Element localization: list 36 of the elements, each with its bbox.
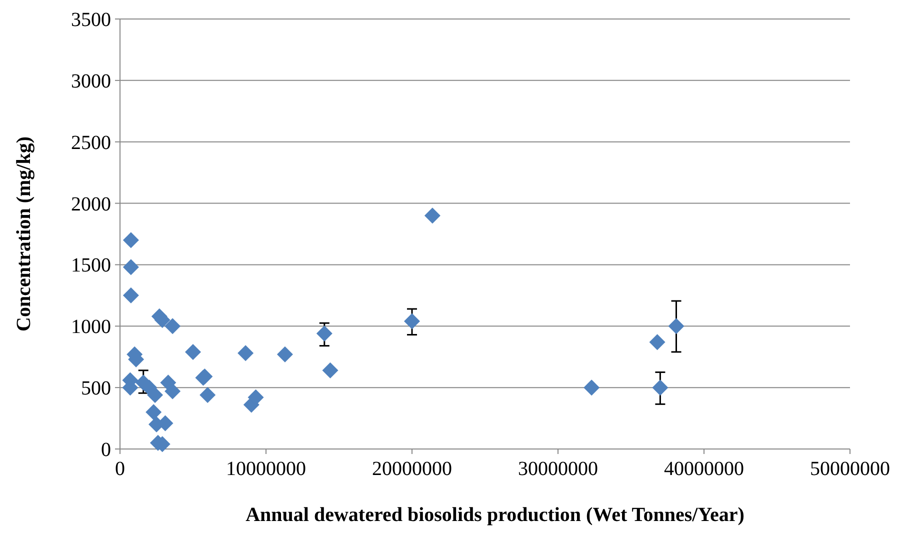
point [164,318,181,334]
point [238,345,254,362]
y-tick-label: 0 [101,439,111,461]
point [276,346,293,362]
point [122,287,139,304]
point [146,404,162,420]
y-tick-label: 1000 [71,316,111,338]
x-axis-title: Annual dewatered biosolids production (Wet Tonnes/Year) [246,504,744,526]
x-tick-label: 30000000 [518,458,598,480]
y-tick-label: 3000 [71,70,111,92]
x-tick-label: 40000000 [664,458,744,480]
point [322,362,338,378]
y-tick-label: 1500 [71,254,111,277]
point [164,383,181,400]
point [122,232,139,248]
y-tick-label: 500 [81,378,111,400]
x-tick-label: 50000000 [810,458,890,480]
point [652,380,668,396]
point [316,326,332,342]
point [200,386,216,403]
point [584,380,600,396]
y-tick-label: 3500 [71,9,111,31]
x-tick-label: 10000000 [226,458,306,480]
x-tick-label: 20000000 [372,458,452,480]
point [424,208,440,224]
y-tick-label: 2000 [71,193,111,216]
point [185,344,201,360]
point [122,259,139,276]
y-tick-label: 2500 [71,132,111,154]
y-axis-title: Concentration (mg/kg) [13,136,35,332]
point [668,318,684,334]
point [147,386,164,403]
x-tick-label: 0 [115,458,125,480]
point [248,389,264,406]
point [649,334,666,350]
point [404,313,420,330]
